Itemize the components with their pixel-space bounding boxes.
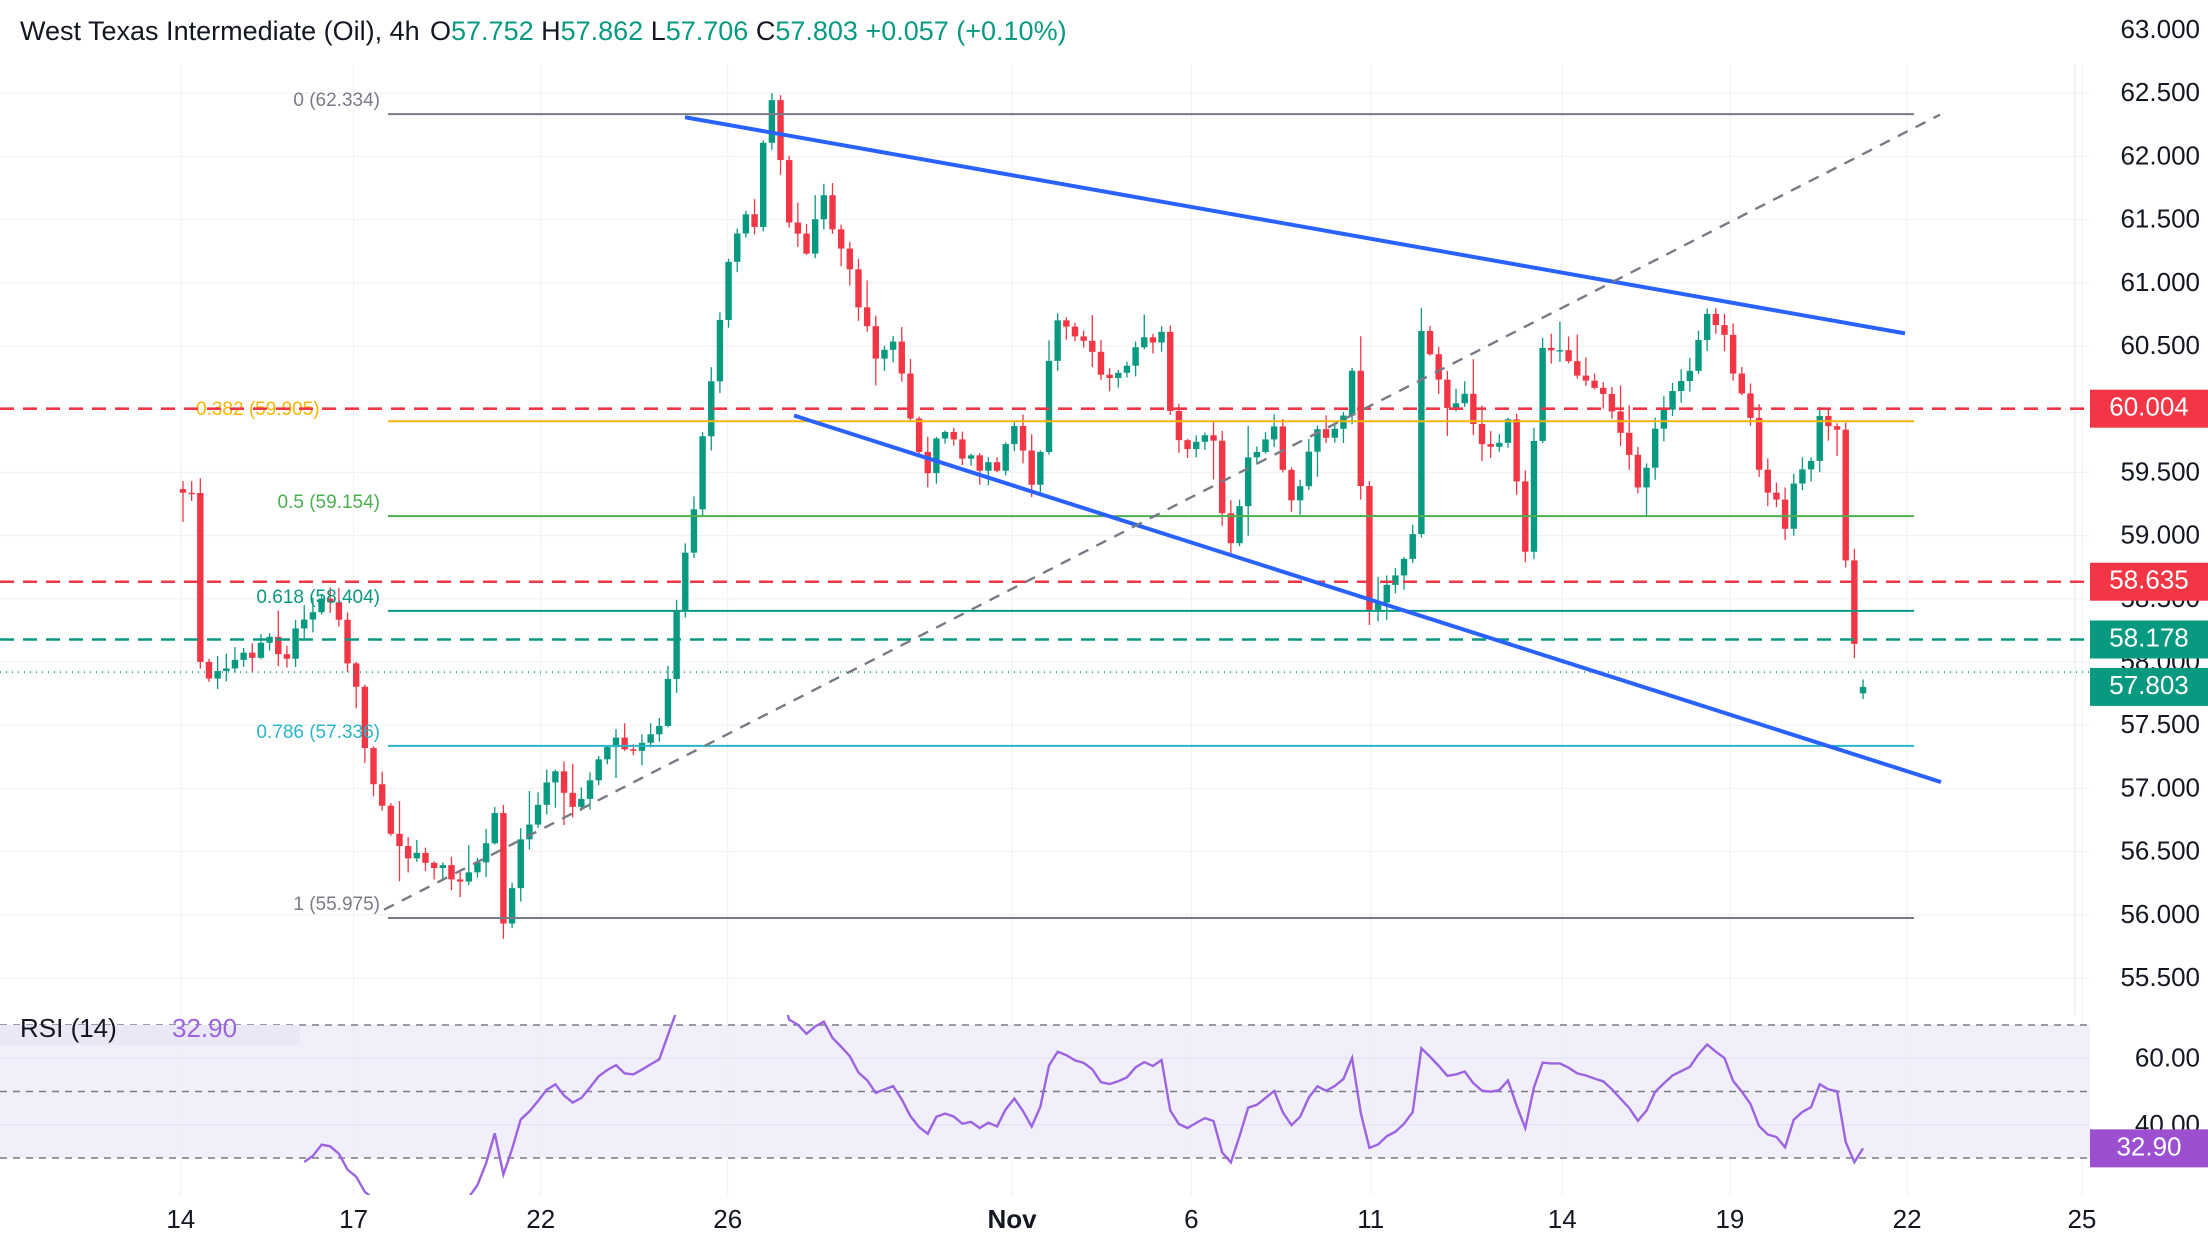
svg-text:61.000: 61.000	[2120, 267, 2200, 297]
svg-text:63.000: 63.000	[2120, 14, 2200, 44]
svg-text:Nov: Nov	[987, 1204, 1037, 1234]
svg-text:RSI (14): RSI (14)	[20, 1013, 117, 1043]
svg-text:57.000: 57.000	[2120, 772, 2200, 802]
svg-text:26: 26	[713, 1204, 742, 1234]
svg-text:62.000: 62.000	[2120, 140, 2200, 170]
svg-text:14: 14	[166, 1204, 195, 1234]
svg-text:West Texas Intermediate (Oil),: West Texas Intermediate (Oil), 4h	[20, 16, 420, 46]
svg-text:56.500: 56.500	[2120, 836, 2200, 866]
svg-text:17: 17	[339, 1204, 368, 1234]
svg-text:11: 11	[1357, 1204, 1384, 1234]
svg-text:32.90: 32.90	[172, 1013, 237, 1043]
svg-text:0.786 (57.336): 0.786 (57.336)	[256, 722, 380, 743]
svg-text:22: 22	[1893, 1204, 1922, 1234]
svg-text:57.500: 57.500	[2120, 709, 2200, 739]
svg-text:14: 14	[1548, 1204, 1577, 1234]
svg-text:60.500: 60.500	[2120, 330, 2200, 360]
svg-text:O57.752 H57.862 L57.706 C57: O57.752 H57.862 L57.706 C57.803 +0.057 (…	[430, 16, 1067, 46]
svg-text:6: 6	[1184, 1204, 1198, 1234]
svg-text:58.178: 58.178	[2109, 623, 2189, 653]
svg-text:56.000: 56.000	[2120, 899, 2200, 929]
svg-text:55.500: 55.500	[2120, 962, 2200, 992]
svg-text:57.803: 57.803	[2109, 670, 2189, 700]
svg-text:25: 25	[2067, 1204, 2096, 1234]
svg-text:0.618 (58.404): 0.618 (58.404)	[256, 587, 380, 608]
svg-text:61.500: 61.500	[2120, 204, 2200, 234]
svg-text:60.004: 60.004	[2109, 392, 2189, 422]
svg-text:60.00: 60.00	[2135, 1042, 2200, 1072]
svg-text:62.500: 62.500	[2120, 77, 2200, 107]
svg-text:22: 22	[526, 1204, 555, 1234]
svg-text:0.5 (59.154): 0.5 (59.154)	[278, 492, 380, 513]
svg-text:1 (55.975): 1 (55.975)	[293, 894, 380, 915]
svg-text:59.500: 59.500	[2120, 456, 2200, 486]
svg-text:19: 19	[1715, 1204, 1744, 1234]
svg-text:58.635: 58.635	[2109, 565, 2189, 595]
svg-text:0 (62.334): 0 (62.334)	[293, 90, 380, 111]
svg-text:59.000: 59.000	[2120, 520, 2200, 550]
svg-text:32.90: 32.90	[2116, 1131, 2181, 1161]
